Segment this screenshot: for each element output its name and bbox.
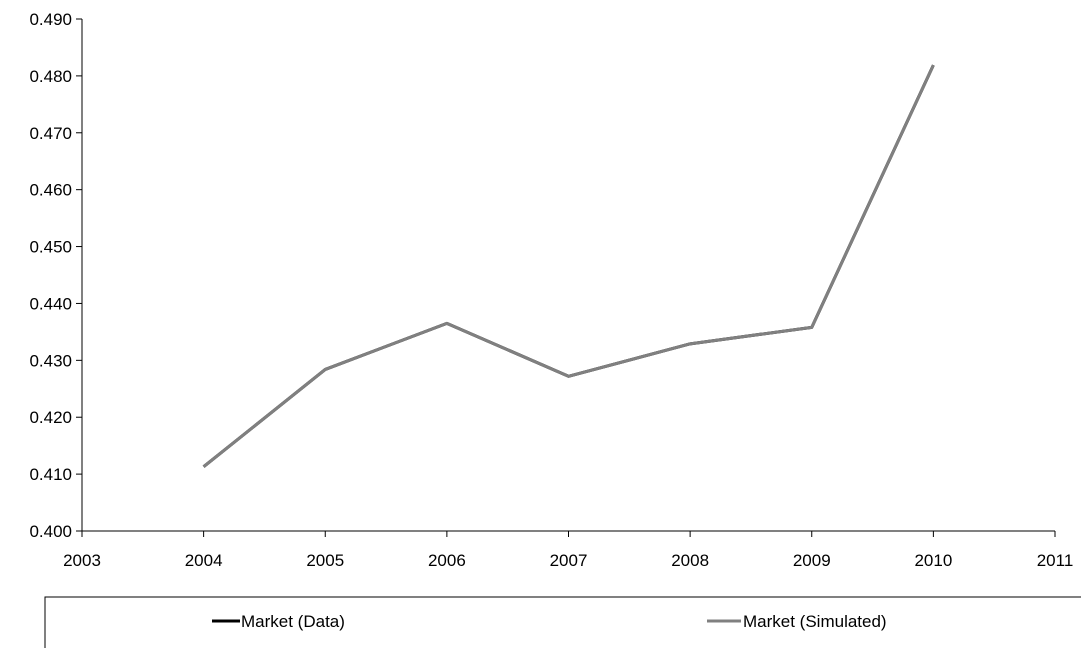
y-tick-label: 0.460 [29, 181, 72, 200]
y-ticks: 0.400 0.410 0.420 0.430 0.440 0.450 0.460 0.470… [29, 10, 82, 541]
y-tick-label: 0.480 [29, 67, 72, 86]
x-tick-label: 2004 [185, 551, 223, 570]
legend-label-market-simulated: Market (Simulated) [743, 612, 887, 631]
y-tick-label: 0.470 [29, 124, 72, 143]
y-tick-label: 0.450 [29, 238, 72, 257]
x-tick-label: 2005 [306, 551, 344, 570]
y-tick-label: 0.490 [29, 10, 72, 29]
x-ticks: 2003 2004 2005 2006 2007 2008 2009 2010 2011 [63, 531, 1073, 570]
legend-box [44, 596, 1081, 648]
x-tick-label: 2011 [1037, 551, 1074, 570]
x-tick-label: 2010 [914, 551, 952, 570]
axes [81, 19, 1055, 532]
y-tick-label: 0.430 [29, 351, 72, 370]
series-line-market-simulated [202, 64, 935, 468]
y-tick-label: 0.410 [29, 465, 72, 484]
x-tick-label: 2006 [428, 551, 466, 570]
y-tick-label: 0.440 [29, 294, 72, 313]
legend: Market (Data) Market (Simulated) [44, 596, 1081, 648]
legend-label-market-data: Market (Data) [241, 612, 345, 631]
y-tick-label: 0.420 [29, 408, 72, 427]
x-tick-label: 2008 [671, 551, 709, 570]
x-tick-label: 2009 [793, 551, 831, 570]
series-line-market-data [202, 64, 935, 468]
x-tick-label: 2007 [550, 551, 588, 570]
y-tick-label: 0.400 [29, 522, 72, 541]
x-tick-label: 2003 [63, 551, 101, 570]
series-lines [202, 64, 935, 468]
